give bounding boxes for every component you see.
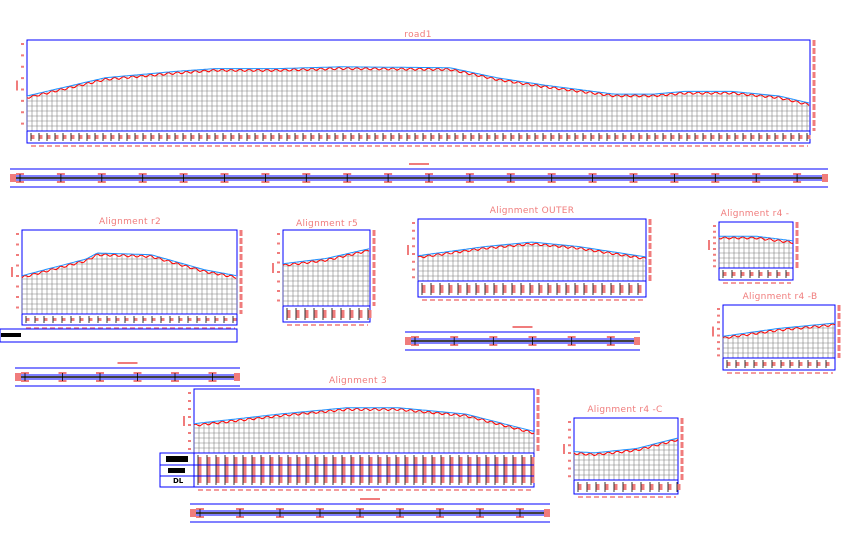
- road1-plan-station-ticks: [19, 174, 798, 182]
- title-alignment-r5: Alignment r5: [296, 219, 358, 229]
- r4a-design-line: [719, 235, 794, 242]
- r5-chainage-labels: [287, 310, 372, 318]
- outer-grid: [417, 242, 646, 282]
- r2-grid: [21, 253, 238, 315]
- title-alignment-r4-b: Alignment r4 -B: [742, 292, 818, 302]
- r4a-chainage-ticks: [722, 270, 787, 278]
- r5-chainage-ticks: [286, 308, 369, 320]
- al3-grid: [193, 408, 535, 454]
- r2-elevation-axis: [16, 233, 19, 309]
- outer-chainage-labels: [422, 285, 642, 293]
- r4b-chainage-ticks: [726, 360, 827, 368]
- al3-band-legend: [159, 452, 195, 488]
- r4a-ground-line: [718, 236, 794, 244]
- al3-chainage-ticks: [197, 455, 532, 485]
- road1-chainage-labels: [31, 135, 811, 139]
- title-alignment-outer: Alignment OUTER: [489, 206, 575, 216]
- road1-frame: [26, 39, 811, 144]
- road1-chainage-ticks: [30, 133, 808, 141]
- r4a-frame: [718, 221, 794, 281]
- al3-plan-start-marker: [190, 509, 196, 517]
- al3-chainage-labels: [198, 457, 535, 483]
- r5-elevation-axis: [277, 233, 280, 302]
- r2-plan-start-marker: [15, 373, 21, 381]
- title-road1: road1: [404, 30, 432, 40]
- r4c-frame: [573, 417, 679, 495]
- r5-ground-line: [282, 249, 370, 267]
- title-alignment-r4-c: Alignment r4 -C: [587, 405, 663, 415]
- r2-chainage-labels: [26, 318, 237, 321]
- r4b-chainage-labels: [727, 362, 830, 366]
- al3-plan-station-ticks: [199, 509, 521, 517]
- r4c-chainage-labels: [578, 484, 681, 490]
- r4c-grid: [573, 439, 678, 481]
- outer-plan-start-marker: [405, 337, 411, 345]
- al3-plan-end-marker: [544, 509, 550, 517]
- r4c-design-line: [573, 437, 679, 454]
- title-alignment-3: Alignment 3: [329, 376, 387, 386]
- r2-plan-station-ticks: [24, 373, 213, 381]
- r2-ground-line: [21, 253, 237, 279]
- r4c-elevation-axis: [568, 421, 571, 478]
- r2-plan-end-marker: [234, 373, 240, 381]
- r2-frame: [21, 229, 238, 326]
- r2-band-legend: [0, 328, 238, 343]
- r2-band-legend-label: [1, 333, 21, 337]
- r2-chainage-ticks: [25, 316, 234, 323]
- title-alignment-r2: Alignment r2: [99, 217, 161, 227]
- r4c-chainage-ticks: [577, 482, 678, 492]
- outer-plan-end-marker: [634, 337, 640, 345]
- r5-design-line: [282, 248, 370, 265]
- r4a-grid: [718, 236, 793, 269]
- r4b-elevation-axis: [717, 308, 720, 357]
- al3-band-label-ngl: [166, 456, 188, 462]
- road1-plan-start-marker: [10, 174, 16, 182]
- r2-design-line: [21, 252, 237, 277]
- r4a-chainage-labels: [723, 272, 790, 276]
- road1-ground-line: [26, 66, 810, 106]
- road1-grid: [26, 67, 810, 132]
- r4a-elevation-axis: [713, 225, 716, 268]
- r4b-design-line: [722, 322, 836, 337]
- band-label-dl: DL: [173, 477, 184, 485]
- outer-design-line: [417, 241, 647, 258]
- road1-plan-end-marker: [822, 174, 828, 182]
- title-alignment-r4-a: Alignment r4 -: [720, 209, 790, 219]
- al3-elevation-axis: [188, 392, 191, 450]
- outer-plan-station-ticks: [414, 337, 612, 345]
- al3-ground-line: [193, 407, 535, 435]
- road1-elevation-axis: [21, 43, 24, 125]
- al3-band-label-fl: [168, 468, 185, 473]
- r5-grid: [282, 249, 370, 307]
- road1-design-line: [26, 66, 810, 104]
- outer-elevation-axis: [412, 222, 415, 279]
- al3-design-line: [193, 407, 535, 432]
- outer-chainage-ticks: [421, 283, 639, 295]
